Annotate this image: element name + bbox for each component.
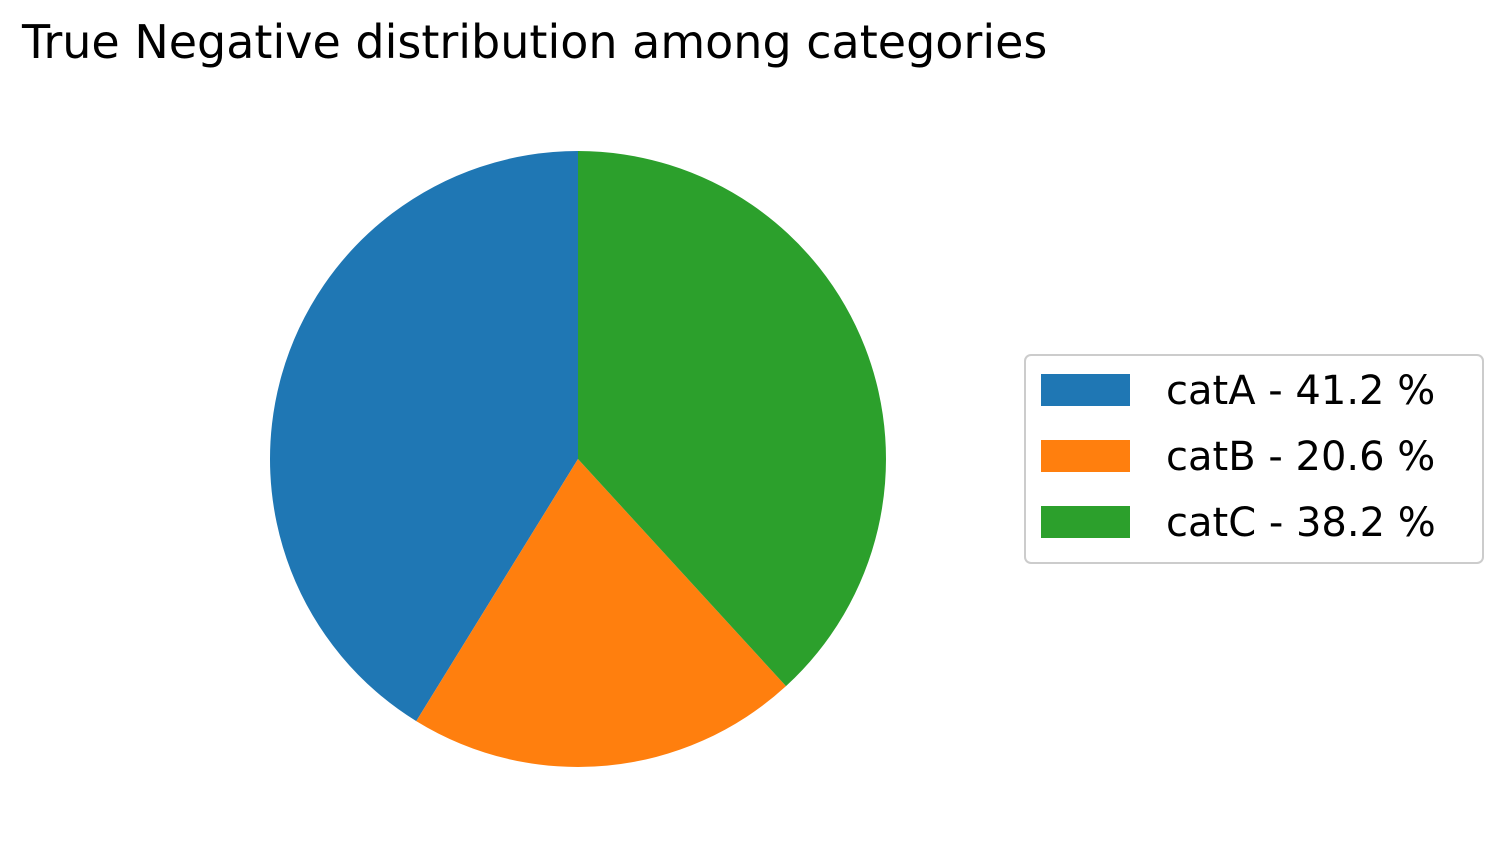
legend-swatch-catC <box>1041 506 1130 538</box>
legend-label-catA: catA - 41.2 % <box>1166 368 1435 414</box>
legend-items: catA - 41.2 % catB - 20.6 % catC - 38.2 % <box>1041 368 1436 546</box>
pie-slices <box>269 151 886 767</box>
chart-title: True Negative distribution among categor… <box>21 15 1047 69</box>
legend-frame <box>1024 354 1484 564</box>
pie-slice-catC <box>578 151 886 687</box>
legend-swatch-catB <box>1041 440 1130 472</box>
legend: catA - 41.2 % catB - 20.6 % catC - 38.2 % <box>1024 354 1484 564</box>
pie-slice-catA <box>269 151 578 722</box>
pie-slice-catB <box>416 459 786 767</box>
legend-label-catB: catB - 20.6 % <box>1166 434 1435 480</box>
legend-label-catC: catC - 38.2 % <box>1166 500 1436 546</box>
legend-swatch-catA <box>1041 374 1130 406</box>
